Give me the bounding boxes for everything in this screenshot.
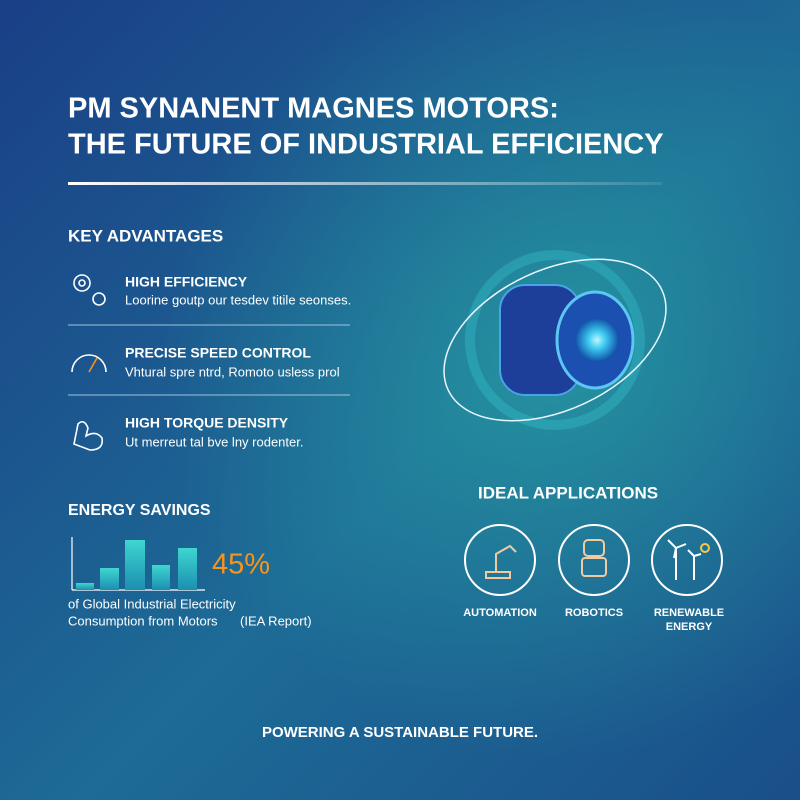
tagline: POWERING A SUSTAINABLE FUTURE. — [262, 724, 538, 741]
gear-icon — [92, 292, 106, 306]
caption: Consumption from Motors — [68, 613, 218, 628]
deco-bar — [178, 548, 197, 590]
app-label: RENEWABLE — [654, 607, 724, 619]
caption: of Global Industrial Electricity — [68, 596, 236, 611]
advantage-text: Ut merreut tal bve lny rodenter. — [125, 434, 303, 449]
arm-icon — [485, 544, 517, 579]
app-label: ROBOTICS — [565, 607, 623, 619]
gauge-needle — [88, 357, 98, 373]
app-circle — [558, 524, 630, 596]
deco-bar — [76, 583, 94, 590]
advantage-title: HIGH EFFICIENCY — [125, 274, 248, 290]
robot-icon — [581, 557, 607, 577]
turbine-icon — [667, 539, 702, 580]
app-label: ENERGY — [666, 621, 713, 633]
app-circle — [651, 524, 723, 596]
muscle-icon — [73, 420, 104, 451]
section-heading: ENERGY SAVINGS — [68, 502, 211, 519]
motor-graphic — [443, 250, 667, 430]
icons — [71, 274, 107, 451]
halo — [465, 250, 645, 430]
sun-icon — [700, 543, 710, 553]
section-heading: KEY ADVANTAGES — [68, 226, 223, 245]
stat: 45% — [212, 549, 270, 581]
title-line: PM SYNANENT MAGNES MOTORS: — [68, 93, 559, 125]
gear-icon — [78, 279, 86, 287]
deco-bar — [152, 565, 170, 590]
source: (IEA Report) — [240, 613, 312, 628]
mini-chart — [71, 537, 205, 591]
title: PM SYNANENT MAGNES MOTORS: THE FUTURE OF… — [68, 93, 664, 161]
advantage-title: HIGH TORQUE DENSITY — [125, 415, 289, 431]
advantage-text: Loorine goutp our tesdev titile seonses. — [125, 292, 351, 307]
title-line: THE FUTURE OF INDUSTRIAL EFFICIENCY — [68, 129, 664, 161]
motor-core — [575, 318, 619, 362]
orbit — [443, 258, 667, 422]
robot-icon — [583, 539, 605, 557]
deco-bar — [100, 568, 119, 590]
title-rule — [68, 182, 662, 185]
gauge-icon — [71, 354, 107, 373]
advantage-title: PRECISE SPEED CONTROL — [125, 345, 311, 361]
app-circle — [464, 524, 536, 596]
section-heading: IDEAL APPLICATIONS — [478, 483, 658, 502]
application-icons — [464, 524, 723, 596]
app-label: AUTOMATION — [463, 607, 537, 619]
gear-icon — [73, 274, 91, 292]
advantage-list: HIGH EFFICIENCY Loorine goutp our tesdev… — [68, 274, 351, 449]
application-labels: AUTOMATION ROBOTICS RENEWABLE ENERGY — [463, 607, 724, 633]
advantage-text: Vhtural spre ntrd, Romoto usless prol — [125, 364, 340, 379]
deco-bar — [125, 540, 145, 590]
